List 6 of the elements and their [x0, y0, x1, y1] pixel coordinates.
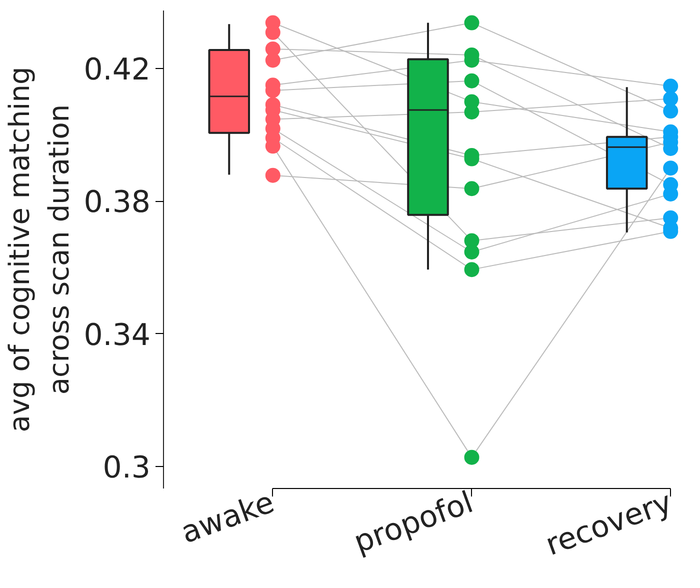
y-tick-label: 0.34 — [84, 318, 150, 353]
y-tick-label: 0.3 — [102, 450, 151, 486]
y-axis-title: avg of cognitive matching across scan duration — [3, 66, 76, 432]
x-tick-label: awake — [176, 485, 279, 551]
y-tick-label: 0.38 — [84, 185, 150, 220]
y-tick-label: 0.42 — [84, 52, 150, 88]
